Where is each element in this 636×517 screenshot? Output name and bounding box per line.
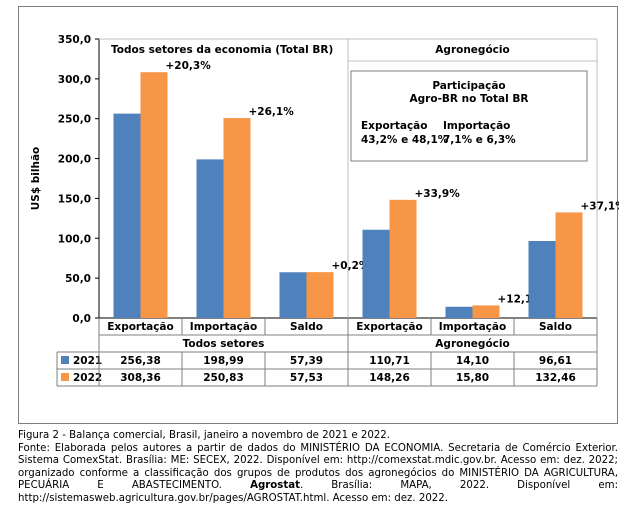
growth-annotation: +33,9%: [415, 188, 461, 200]
growth-annotation: +26,1%: [249, 106, 295, 118]
group-label-agro: Agronegócio: [435, 338, 509, 350]
info-export-value: 43,2% e 48,1%: [361, 134, 449, 146]
y-tick-label: 250,0: [58, 114, 91, 126]
bar-2022: [389, 199, 417, 318]
category-label: Exportação: [356, 321, 422, 333]
legend-swatch-2022: [61, 373, 69, 381]
data-table-cell: 250,83: [203, 372, 244, 384]
data-table-cell: 256,38: [120, 355, 161, 367]
data-table-cell: 96,61: [539, 355, 572, 367]
category-label: Exportação: [107, 321, 173, 333]
data-table-cell: 308,36: [120, 372, 161, 384]
legend-label-2022: 2022: [73, 372, 102, 384]
info-title-line2: Agro-BR no Total BR: [410, 93, 529, 105]
bar-2021: [113, 113, 141, 319]
data-table-cell: 15,80: [456, 372, 489, 384]
data-table-cell: 57,39: [290, 355, 323, 367]
bar-2022: [306, 272, 334, 318]
info-export-head: Exportação: [361, 120, 427, 132]
bar-2022: [472, 305, 500, 318]
data-table-cell: 148,26: [369, 372, 410, 384]
panel-title-agro: Agronegócio: [435, 44, 509, 56]
category-label: Importação: [439, 321, 506, 333]
caption-source-text: Fonte: Elaborada pelos autores a partir …: [18, 442, 618, 492]
legend-swatch-2021: [61, 356, 69, 364]
bar-2021: [362, 229, 390, 318]
y-axis-label: US$ bilhão: [30, 147, 42, 211]
caption-title: Figura 2 - Balança comercial, Brasil, ja…: [18, 430, 391, 441]
growth-annotation: +0,2%: [332, 260, 370, 272]
data-table-cell: 57,53: [290, 372, 323, 384]
legend-label-2021: 2021: [73, 355, 102, 367]
y-tick-label: 350,0: [58, 34, 91, 46]
category-label: Importação: [190, 321, 257, 333]
growth-annotation: +20,3%: [166, 60, 212, 72]
y-tick-label: 100,0: [58, 233, 91, 245]
info-import-head: Importação: [443, 120, 510, 132]
category-label: Saldo: [290, 321, 323, 333]
bar-2022: [223, 118, 251, 318]
caption-source: Fonte: Elaborada pelos autores a partir …: [18, 443, 618, 506]
info-import-value: 7,1% e 6,3%: [443, 134, 516, 146]
bar-2022: [140, 72, 168, 319]
y-tick-label: 50,0: [65, 273, 91, 285]
caption-source-bold: Agrostat: [250, 480, 300, 492]
data-table-cell: 198,99: [203, 355, 244, 367]
category-label: Saldo: [539, 321, 572, 333]
data-table-cell: 14,10: [456, 355, 489, 367]
group-label-total: Todos setores: [183, 338, 265, 350]
y-tick-label: 200,0: [58, 154, 91, 166]
panel-title-total: Todos setores da economia (Total BR): [111, 44, 333, 56]
info-title-line1: Participação: [432, 80, 505, 92]
caption-source-tail: . Brasília: MAPA, 2022. Disponível em: h…: [18, 480, 619, 504]
data-table-cell: 132,46: [535, 372, 576, 384]
bar-2021: [279, 272, 307, 318]
bar-2021: [528, 240, 556, 318]
bar-2022: [555, 212, 583, 318]
chart-frame: US$ bilhão 0,0 50,0 100,0 150,0 200,0 250,0 300…: [18, 6, 620, 424]
y-tick-label: 150,0: [58, 193, 91, 205]
y-tick-label: 300,0: [58, 74, 91, 86]
info-box: [350, 70, 588, 162]
bar-2021: [445, 306, 473, 318]
growth-annotation: +37,1%: [581, 200, 620, 212]
data-table-cell: 110,71: [369, 355, 410, 367]
figure-caption: Figura 2 - Balança comercial, Brasil, ja…: [18, 430, 618, 506]
bar-chart: US$ bilhão 0,0 50,0 100,0 150,0 200,0 250,0 300…: [30, 34, 620, 387]
bar-2021: [196, 159, 224, 318]
y-tick-label: 0,0: [72, 313, 91, 325]
